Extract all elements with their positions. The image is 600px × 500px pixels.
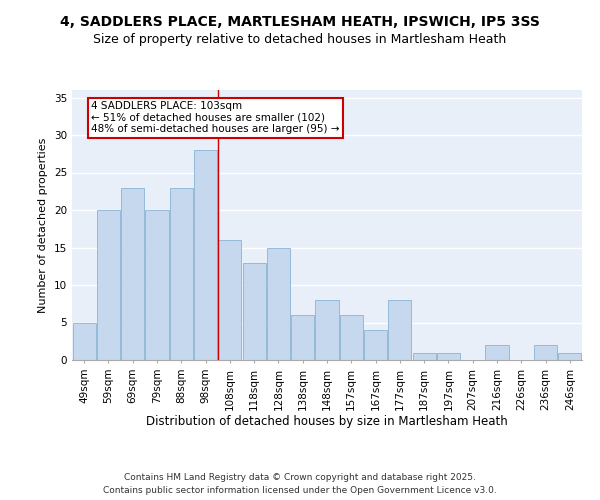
Text: Size of property relative to detached houses in Martlesham Heath: Size of property relative to detached ho… [94, 32, 506, 46]
Bar [242, 262, 266, 360]
Text: Contains public sector information licensed under the Open Government Licence v3: Contains public sector information licen… [103, 486, 497, 495]
Bar [97, 210, 120, 360]
Bar [194, 150, 217, 360]
Bar [267, 248, 290, 360]
Bar [170, 188, 193, 360]
Y-axis label: Number of detached properties: Number of detached properties [38, 138, 49, 312]
Bar [485, 345, 509, 360]
Bar [340, 315, 363, 360]
Bar [559, 352, 581, 360]
Bar [218, 240, 241, 360]
Bar [145, 210, 169, 360]
Bar [534, 345, 557, 360]
Text: Contains HM Land Registry data © Crown copyright and database right 2025.: Contains HM Land Registry data © Crown c… [124, 474, 476, 482]
Bar [388, 300, 412, 360]
Bar [291, 315, 314, 360]
Bar [73, 322, 95, 360]
Bar [316, 300, 338, 360]
Bar [121, 188, 144, 360]
Bar [437, 352, 460, 360]
X-axis label: Distribution of detached houses by size in Martlesham Heath: Distribution of detached houses by size … [146, 416, 508, 428]
Bar [413, 352, 436, 360]
Bar [364, 330, 387, 360]
Text: 4 SADDLERS PLACE: 103sqm
← 51% of detached houses are smaller (102)
48% of semi-: 4 SADDLERS PLACE: 103sqm ← 51% of detach… [91, 101, 340, 134]
Text: 4, SADDLERS PLACE, MARTLESHAM HEATH, IPSWICH, IP5 3SS: 4, SADDLERS PLACE, MARTLESHAM HEATH, IPS… [60, 15, 540, 29]
